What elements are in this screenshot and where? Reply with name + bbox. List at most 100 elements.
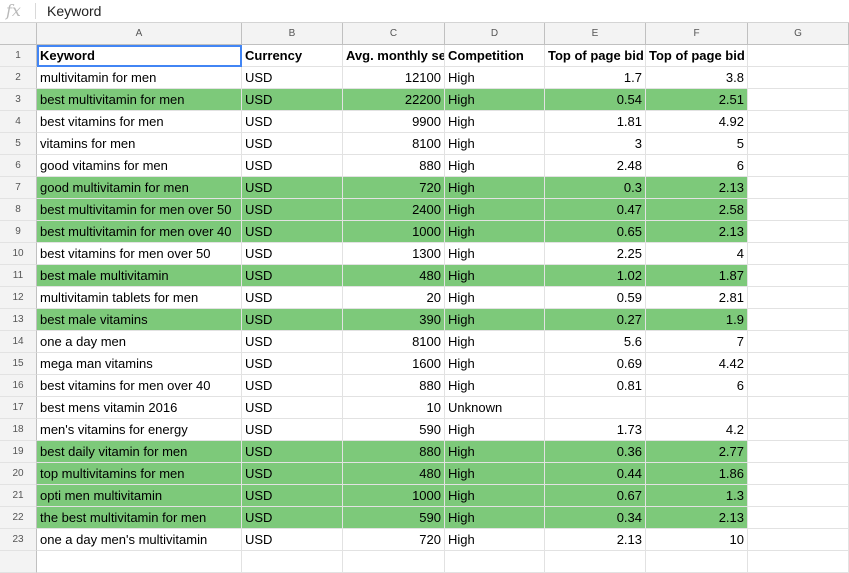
- row-header[interactable]: 14: [0, 331, 37, 353]
- table-cell[interactable]: 0.69: [545, 353, 646, 375]
- table-cell[interactable]: 2.51: [646, 89, 748, 111]
- table-cell[interactable]: [748, 265, 849, 287]
- table-cell[interactable]: 12100: [343, 67, 445, 89]
- table-cell[interactable]: USD: [242, 331, 343, 353]
- table-cell[interactable]: 1.7: [545, 67, 646, 89]
- table-cell[interactable]: [748, 397, 849, 419]
- column-header-g[interactable]: G: [748, 23, 849, 45]
- row-header[interactable]: 12: [0, 287, 37, 309]
- table-cell[interactable]: USD: [242, 111, 343, 133]
- table-cell[interactable]: USD: [242, 89, 343, 111]
- table-cell[interactable]: 1.87: [646, 265, 748, 287]
- table-cell[interactable]: High: [445, 331, 545, 353]
- table-cell[interactable]: [748, 177, 849, 199]
- column-header-d[interactable]: D: [445, 23, 545, 45]
- table-cell[interactable]: 22200: [343, 89, 445, 111]
- row-header[interactable]: 7: [0, 177, 37, 199]
- column-title-cell[interactable]: Top of page bid (low range): [545, 45, 646, 67]
- table-cell[interactable]: [748, 221, 849, 243]
- table-cell[interactable]: High: [445, 111, 545, 133]
- table-cell[interactable]: USD: [242, 463, 343, 485]
- table-cell[interactable]: High: [445, 419, 545, 441]
- column-header-e[interactable]: E: [545, 23, 646, 45]
- row-header[interactable]: 15: [0, 353, 37, 375]
- table-cell[interactable]: 590: [343, 507, 445, 529]
- table-cell[interactable]: High: [445, 507, 545, 529]
- table-cell[interactable]: [748, 199, 849, 221]
- table-cell[interactable]: 2.13: [545, 529, 646, 551]
- table-cell[interactable]: [748, 243, 849, 265]
- table-cell[interactable]: USD: [242, 287, 343, 309]
- table-cell[interactable]: 10: [343, 397, 445, 419]
- table-cell[interactable]: USD: [242, 529, 343, 551]
- column-title-cell[interactable]: Top of page bid (high range): [646, 45, 748, 67]
- row-header[interactable]: 18: [0, 419, 37, 441]
- table-cell[interactable]: USD: [242, 221, 343, 243]
- table-cell[interactable]: best male multivitamin: [37, 265, 242, 287]
- table-cell[interactable]: [748, 111, 849, 133]
- table-cell[interactable]: mega man vitamins: [37, 353, 242, 375]
- table-cell[interactable]: 1.73: [545, 419, 646, 441]
- table-cell[interactable]: High: [445, 67, 545, 89]
- column-header-a[interactable]: A: [37, 23, 242, 45]
- table-cell[interactable]: High: [445, 221, 545, 243]
- table-cell[interactable]: High: [445, 485, 545, 507]
- table-cell[interactable]: USD: [242, 309, 343, 331]
- table-cell[interactable]: best vitamins for men: [37, 111, 242, 133]
- table-cell[interactable]: 2.81: [646, 287, 748, 309]
- column-title-cell[interactable]: Avg. monthly searches: [343, 45, 445, 67]
- table-cell[interactable]: 1000: [343, 221, 445, 243]
- row-header[interactable]: 8: [0, 199, 37, 221]
- table-cell[interactable]: vitamins for men: [37, 133, 242, 155]
- table-cell[interactable]: 2.77: [646, 441, 748, 463]
- table-cell[interactable]: [748, 375, 849, 397]
- table-cell[interactable]: best vitamins for men over 40: [37, 375, 242, 397]
- formula-input[interactable]: Keyword: [47, 3, 102, 19]
- table-cell[interactable]: 0.81: [545, 375, 646, 397]
- table-cell[interactable]: [646, 397, 748, 419]
- table-cell[interactable]: 880: [343, 441, 445, 463]
- table-cell[interactable]: [748, 529, 849, 551]
- table-cell[interactable]: 2.58: [646, 199, 748, 221]
- table-cell[interactable]: 0.44: [545, 463, 646, 485]
- row-header[interactable]: 22: [0, 507, 37, 529]
- table-cell[interactable]: High: [445, 89, 545, 111]
- row-header[interactable]: 3: [0, 89, 37, 111]
- table-cell[interactable]: 720: [343, 529, 445, 551]
- table-cell[interactable]: best male vitamins: [37, 309, 242, 331]
- column-title-cell[interactable]: [748, 45, 849, 67]
- table-cell[interactable]: 1000: [343, 485, 445, 507]
- table-cell[interactable]: USD: [242, 419, 343, 441]
- table-cell[interactable]: 880: [343, 375, 445, 397]
- row-header[interactable]: 11: [0, 265, 37, 287]
- table-cell[interactable]: High: [445, 441, 545, 463]
- table-cell[interactable]: USD: [242, 155, 343, 177]
- table-cell[interactable]: High: [445, 287, 545, 309]
- table-cell[interactable]: USD: [242, 441, 343, 463]
- table-cell[interactable]: USD: [242, 375, 343, 397]
- column-header-f[interactable]: F: [646, 23, 748, 45]
- table-cell[interactable]: 480: [343, 265, 445, 287]
- column-header-c[interactable]: C: [343, 23, 445, 45]
- table-cell[interactable]: High: [445, 243, 545, 265]
- table-cell[interactable]: 0.59: [545, 287, 646, 309]
- table-cell[interactable]: USD: [242, 243, 343, 265]
- table-cell[interactable]: High: [445, 265, 545, 287]
- table-cell[interactable]: 1.02: [545, 265, 646, 287]
- table-cell[interactable]: 2400: [343, 199, 445, 221]
- table-cell[interactable]: best vitamins for men over 50: [37, 243, 242, 265]
- table-cell[interactable]: 0.65: [545, 221, 646, 243]
- table-cell[interactable]: best multivitamin for men: [37, 89, 242, 111]
- table-cell[interactable]: [748, 485, 849, 507]
- table-cell[interactable]: USD: [242, 507, 343, 529]
- table-cell[interactable]: High: [445, 155, 545, 177]
- table-cell[interactable]: one a day men's multivitamin: [37, 529, 242, 551]
- table-cell[interactable]: [748, 309, 849, 331]
- row-header[interactable]: 1: [0, 45, 37, 67]
- table-cell[interactable]: [748, 89, 849, 111]
- row-header[interactable]: 23: [0, 529, 37, 551]
- row-header[interactable]: 16: [0, 375, 37, 397]
- table-cell[interactable]: 0.47: [545, 199, 646, 221]
- table-cell[interactable]: 10: [646, 529, 748, 551]
- table-cell[interactable]: best daily vitamin for men: [37, 441, 242, 463]
